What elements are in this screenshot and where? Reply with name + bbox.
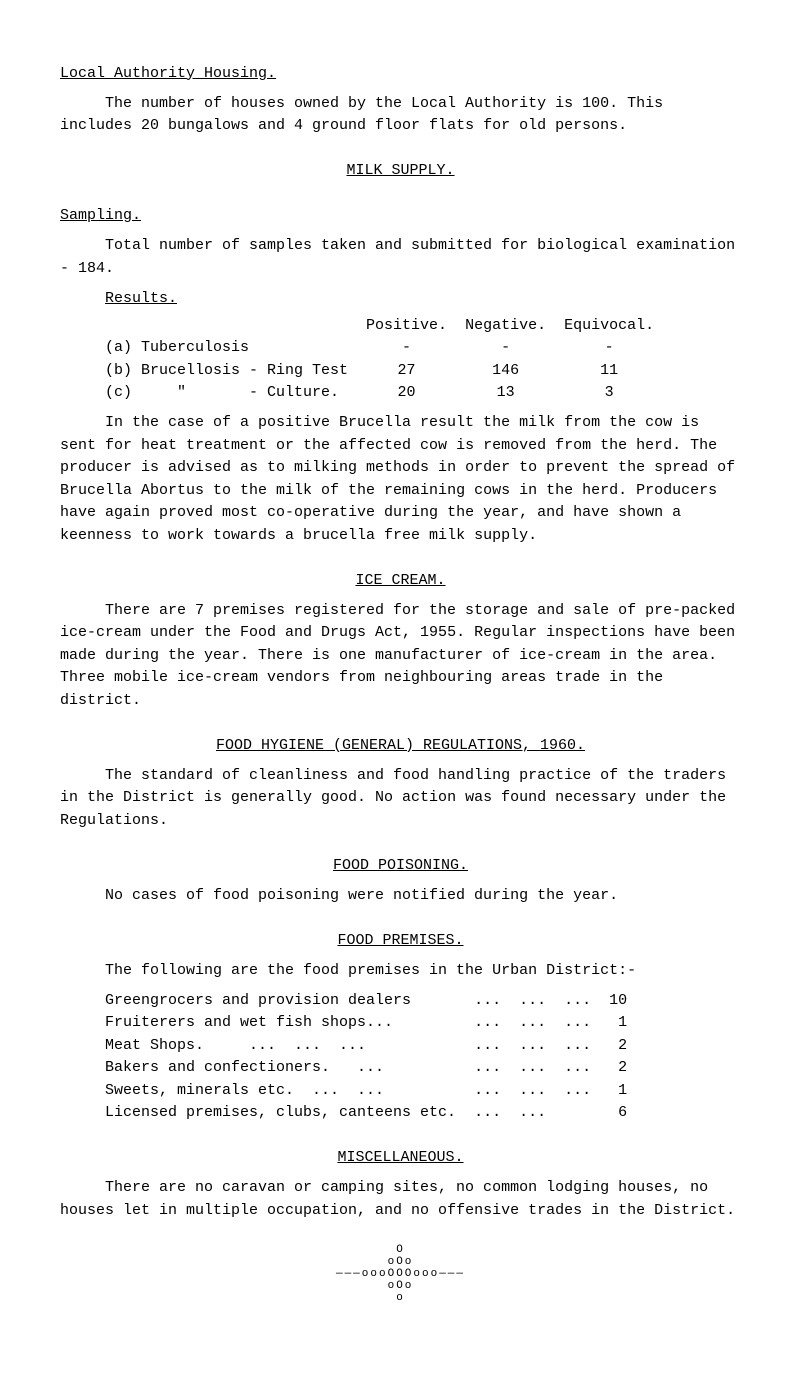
results-row-b-negative: 146 (465, 360, 564, 383)
premises-label: Greengrocers and provision dealers (105, 990, 474, 1013)
results-row-b-label: (b) Brucellosis - Ring Test (105, 360, 366, 383)
premises-value: 2 (609, 1057, 645, 1080)
results-row-a-equivocal: - (564, 337, 672, 360)
para-food-hygiene: The standard of cleanliness and food han… (60, 765, 741, 833)
premises-row-greengrocers: Greengrocers and provision dealers ... .… (105, 990, 645, 1013)
premises-label: Fruiterers and wet fish shops... (105, 1012, 474, 1035)
premises-label: Sweets, minerals etc. ... ... (105, 1080, 474, 1103)
premises-label: Licensed premises, clubs, canteens etc. (105, 1102, 474, 1125)
premises-value: 6 (609, 1102, 645, 1125)
para-housing: The number of houses owned by the Local … (60, 93, 741, 138)
premises-label: Meat Shops. ... ... ... (105, 1035, 474, 1058)
results-row-a-negative: - (465, 337, 564, 360)
results-header-equivocal: Equivocal. (564, 315, 672, 338)
para-food-poisoning: No cases of food poisoning were notified… (60, 885, 741, 908)
ornament-line: O (60, 1244, 741, 1256)
results-row-a: (a) Tuberculosis - - - (105, 337, 672, 360)
premises-row-bakers: Bakers and confectioners. ... ... ... ..… (105, 1057, 645, 1080)
premises-dots: ... ... ... (474, 1035, 609, 1058)
ornament-line: ———oooOOOooo——— (60, 1268, 741, 1280)
para-miscellaneous: There are no caravan or camping sites, n… (60, 1177, 741, 1222)
results-row-c-negative: 13 (465, 382, 564, 405)
heading-results: Results. (105, 288, 741, 311)
premises-value: 1 (609, 1080, 645, 1103)
ornament-line: oOo (60, 1256, 741, 1268)
results-row-b: (b) Brucellosis - Ring Test 27 146 11 (105, 360, 672, 383)
premises-table: Greengrocers and provision dealers ... .… (105, 990, 645, 1125)
para-food-premises-intro: The following are the food premises in t… (60, 960, 741, 983)
results-row-c-label: (c) " - Culture. (105, 382, 366, 405)
results-row-c-equivocal: 3 (564, 382, 672, 405)
premises-row-licensed: Licensed premises, clubs, canteens etc. … (105, 1102, 645, 1125)
premises-dots: ... ... (474, 1102, 609, 1125)
para-brucella: In the case of a positive Brucella resul… (60, 412, 741, 547)
premises-row-fruiterers: Fruiterers and wet fish shops... ... ...… (105, 1012, 645, 1035)
heading-miscellaneous: MISCELLANEOUS. (60, 1147, 741, 1170)
heading-food-poisoning: FOOD POISONING. (60, 855, 741, 878)
premises-value: 2 (609, 1035, 645, 1058)
para-sampling: Total number of samples taken and submit… (60, 235, 741, 280)
results-row-c-positive: 20 (366, 382, 465, 405)
premises-value: 10 (609, 990, 645, 1013)
premises-row-meat: Meat Shops. ... ... ... ... ... ... 2 (105, 1035, 645, 1058)
results-row-a-positive: - (366, 337, 465, 360)
ornament: O oOo ———oooOOOooo——— oOo o (60, 1244, 741, 1304)
premises-dots: ... ... ... (474, 1080, 609, 1103)
para-ice-cream: There are 7 premises registered for the … (60, 600, 741, 713)
results-row-a-label: (a) Tuberculosis (105, 337, 366, 360)
premises-value: 1 (609, 1012, 645, 1035)
premises-dots: ... ... ... (474, 1057, 609, 1080)
premises-dots: ... ... ... (474, 990, 609, 1013)
results-row-b-positive: 27 (366, 360, 465, 383)
results-header-negative: Negative. (465, 315, 564, 338)
heading-ice-cream: ICE CREAM. (60, 570, 741, 593)
results-row-c: (c) " - Culture. 20 13 3 (105, 382, 672, 405)
results-table: Positive. Negative. Equivocal. (a) Tuber… (105, 315, 672, 405)
results-row-b-equivocal: 11 (564, 360, 672, 383)
heading-sampling: Sampling. (60, 205, 741, 228)
heading-food-premises: FOOD PREMISES. (60, 930, 741, 953)
heading-local-authority-housing: Local Authority Housing. (60, 63, 741, 86)
premises-label: Bakers and confectioners. ... (105, 1057, 474, 1080)
heading-milk-supply: MILK SUPPLY. (60, 160, 741, 183)
results-header-row: Positive. Negative. Equivocal. (105, 315, 672, 338)
premises-row-sweets: Sweets, minerals etc. ... ... ... ... ..… (105, 1080, 645, 1103)
ornament-line: o (60, 1292, 741, 1304)
premises-dots: ... ... ... (474, 1012, 609, 1035)
heading-food-hygiene: FOOD HYGIENE (GENERAL) REGULATIONS, 1960… (60, 735, 741, 758)
ornament-line: oOo (60, 1280, 741, 1292)
results-header-positive: Positive. (366, 315, 465, 338)
